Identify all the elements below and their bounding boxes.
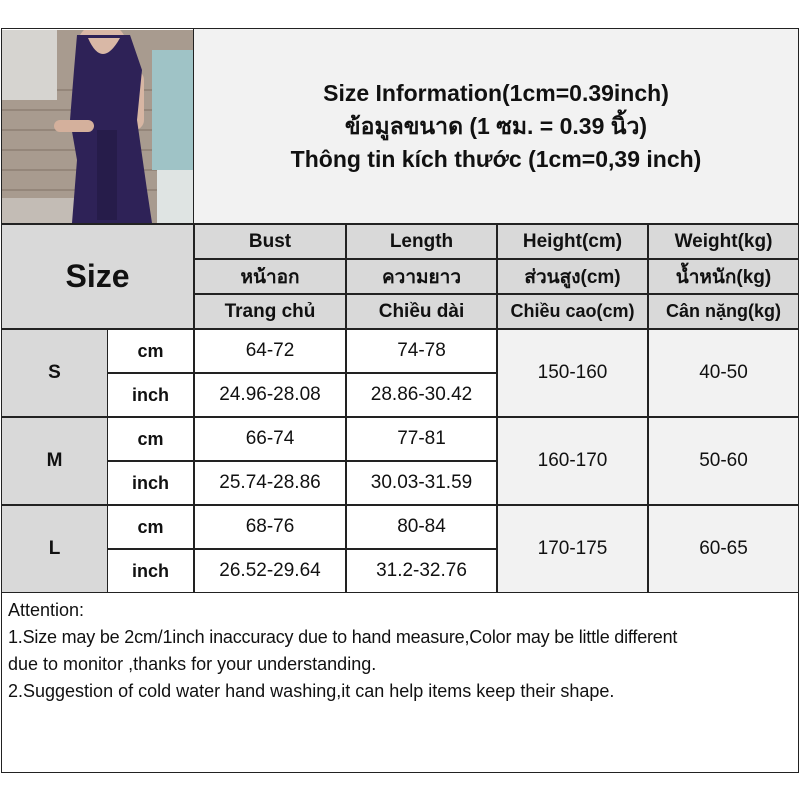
header-length-th: ความยาว	[346, 259, 497, 294]
size-label: L	[1, 505, 108, 593]
header-length-vi: Chiều dài	[346, 294, 497, 329]
length-inch-value: 30.03-31.59	[346, 461, 497, 505]
dress-model-image	[2, 30, 193, 223]
attention-heading: Attention:	[8, 600, 85, 620]
size-info-title: Size Information(1cm=0.39inch) ข้อมูลขนา…	[193, 28, 799, 224]
header-length-en: Length	[346, 224, 497, 259]
weight-value: 50-60	[648, 417, 799, 505]
attention-line-2: due to monitor ,thanks for your understa…	[8, 654, 377, 674]
header-bust-vi: Trang chủ	[194, 294, 346, 329]
attention-notes: Attention: 1.Size may be 2cm/1inch inacc…	[1, 592, 799, 773]
unit-inch-label: inch	[107, 373, 194, 417]
length-cm-value: 77-81	[346, 417, 497, 461]
bust-cm-value: 64-72	[194, 329, 346, 373]
bust-inch-value: 26.52-29.64	[194, 549, 346, 593]
length-cm-value: 74-78	[346, 329, 497, 373]
title-vietnamese: Thông tin kích thước (1cm=0,39 inch)	[290, 145, 702, 172]
header-weight-vi: Cân nặng(kg)	[648, 294, 799, 329]
header-height-en: Height(cm)	[497, 224, 648, 259]
header-bust-th: หน้าอก	[194, 259, 346, 294]
product-photo	[2, 30, 193, 223]
title-thai: ข้อมูลขนาด (1 ซม. = 0.39 นิ้ว)	[344, 112, 648, 139]
unit-cm-label: cm	[107, 417, 194, 461]
size-label: M	[1, 417, 108, 505]
bust-cm-value: 66-74	[194, 417, 346, 461]
height-value: 170-175	[497, 505, 648, 593]
header-weight-th: น้ำหนัก(kg)	[648, 259, 799, 294]
title-english: Size Information(1cm=0.39inch)	[323, 79, 669, 106]
height-value: 150-160	[497, 329, 648, 417]
attention-line-3: 2.Suggestion of cold water hand washing,…	[8, 681, 615, 701]
length-cm-value: 80-84	[346, 505, 497, 549]
unit-inch-label: inch	[107, 549, 194, 593]
weight-value: 60-65	[648, 505, 799, 593]
weight-value: 40-50	[648, 329, 799, 417]
header-height-th: ส่วนสูง(cm)	[497, 259, 648, 294]
length-inch-value: 28.86-30.42	[346, 373, 497, 417]
unit-cm-label: cm	[107, 505, 194, 549]
unit-cm-label: cm	[107, 329, 194, 373]
bust-inch-value: 25.74-28.86	[194, 461, 346, 505]
attention-line-1: 1.Size may be 2cm/1inch inaccuracy due t…	[8, 627, 678, 647]
unit-inch-label: inch	[107, 461, 194, 505]
length-inch-value: 31.2-32.76	[346, 549, 497, 593]
header-bust-en: Bust	[194, 224, 346, 259]
header-height-vi: Chiều cao(cm)	[497, 294, 648, 329]
header-weight-en: Weight(kg)	[648, 224, 799, 259]
bust-inch-value: 24.96-28.08	[194, 373, 346, 417]
bust-cm-value: 68-76	[194, 505, 346, 549]
size-header: Size	[1, 224, 194, 329]
height-value: 160-170	[497, 417, 648, 505]
size-label: S	[1, 329, 108, 417]
